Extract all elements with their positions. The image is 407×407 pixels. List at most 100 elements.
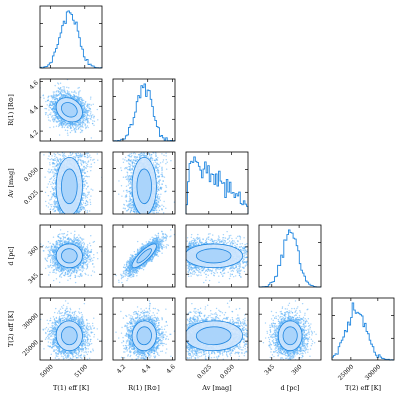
sample-point [77,158,79,160]
sample-point [47,194,50,197]
sample-point [70,127,73,129]
sample-point [67,145,68,146]
sample-point [56,158,59,161]
sample-point [80,203,82,205]
sample-point [91,127,92,128]
panel-frame-R1 [112,78,176,142]
sample-point [77,150,78,151]
sample-point [69,131,72,134]
sample-point [57,148,58,149]
sample-point [83,183,85,185]
sample-point [82,126,84,128]
sample-point [78,210,81,213]
sample-point [49,113,52,116]
sample-point [77,143,78,144]
histogram-T1 [39,10,103,69]
sample-point [93,120,96,122]
sample-point [66,125,69,127]
sample-point [72,147,73,148]
sample-point [78,92,80,94]
sample-point [64,129,67,131]
sample-point [69,154,72,156]
sample-point [51,109,54,111]
sample-point [78,91,80,93]
sample-point [48,95,50,97]
sample-point [52,205,55,208]
y-tick-label-R1-1: 4.4 [28,104,40,116]
sample-point [61,122,63,125]
sample-point [60,147,61,148]
sample-point [53,106,55,109]
sample-point [90,104,92,106]
sample-point [56,94,58,97]
sample-point [52,102,55,105]
sample-point [45,113,47,116]
sample-point [40,144,41,145]
sample-point [77,128,80,130]
sample-point [60,145,61,146]
sample-point [68,91,70,93]
sample-point [49,190,52,193]
sample-point [58,145,59,146]
sample-point [77,87,79,89]
sample-point [73,97,75,100]
sample-point [46,137,47,138]
sample-point [90,163,92,165]
sample-point [49,101,52,103]
sample-point [62,86,64,88]
sample-point [69,95,72,97]
sample-point [55,195,57,197]
sample-point [53,118,55,121]
sample-point [85,167,87,170]
sample-point [85,182,88,184]
sample-point [69,141,70,142]
sample-point [67,91,69,93]
sample-point [81,155,83,158]
sample-point [74,131,77,133]
sample-point [66,92,69,95]
sample-point [79,130,80,131]
sample-point [48,133,49,134]
sample-point [50,112,52,114]
sample-point [57,120,59,123]
sample-point [55,120,57,122]
sample-point [81,143,82,144]
sample-point [59,154,62,156]
sample-point [72,133,73,134]
sample-point [68,122,71,124]
sample-point [51,186,53,188]
sample-point [88,191,90,193]
sample-point [47,99,50,101]
sample-point [72,91,74,93]
sample-point [80,96,82,99]
sample-point [43,146,44,147]
panel-frame-d [258,224,322,288]
sample-point [85,200,88,203]
sample-point [57,149,58,150]
sample-point [60,96,63,98]
sample-point [60,148,61,149]
sample-point [80,204,82,207]
sample-point [57,152,59,154]
sample-point [63,89,66,92]
sample-point [75,128,78,131]
sample-point [70,96,73,99]
sample-point [66,132,69,134]
sample-point [84,193,86,196]
sample-point [52,146,53,147]
sample-point [61,152,64,154]
sample-point [72,126,75,128]
sample-point [81,208,83,211]
sample-point [84,161,87,163]
sample-point [54,99,56,101]
sample-point [61,148,62,149]
sample-point [63,88,65,90]
sample-point [87,203,89,206]
scatter-points-T1-Av [40,127,102,214]
sample-point [92,189,94,191]
sample-point [59,158,62,160]
sample-point [51,181,54,184]
sample-point [89,98,92,100]
sample-point [73,150,74,151]
sample-point [59,211,61,214]
